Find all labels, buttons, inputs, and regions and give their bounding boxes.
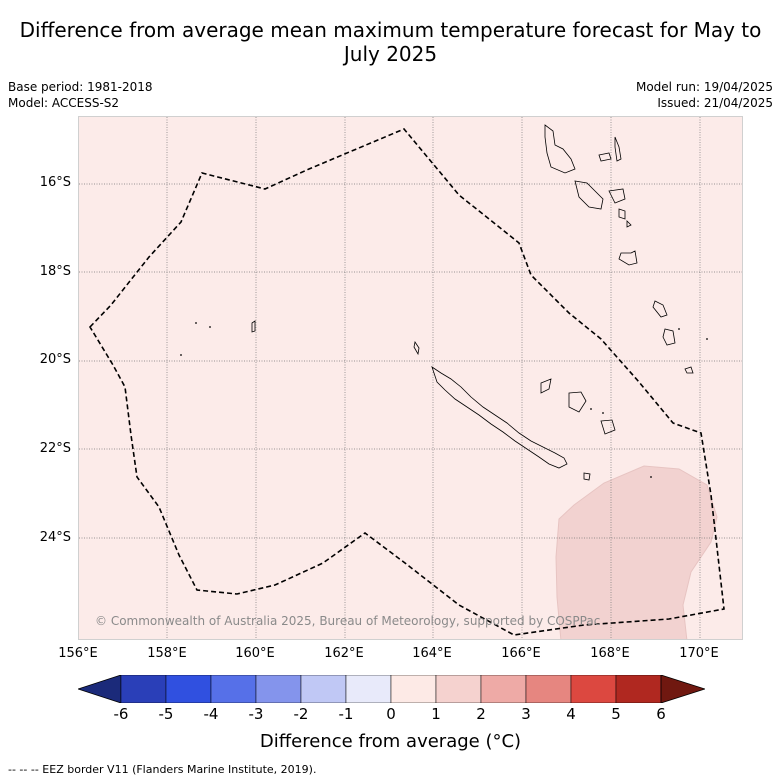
colorbar-tick: 6 — [656, 705, 666, 723]
colorbar-bin — [165, 675, 212, 703]
colorbar-bin — [390, 675, 437, 703]
colorbar — [78, 675, 705, 703]
loyalty-ouvea — [540, 378, 552, 394]
colorbar-tick: 2 — [476, 705, 486, 723]
belep-islands — [413, 340, 420, 356]
loyalty-lifou — [568, 391, 587, 413]
colorbar-bin — [210, 675, 257, 703]
gridlines — [79, 117, 742, 639]
colorbar-tick: -5 — [158, 705, 174, 723]
colorbar-bin — [435, 675, 482, 703]
isle-of-pines — [583, 472, 591, 481]
eez-border — [88, 128, 725, 636]
colorbar-bin — [570, 675, 617, 703]
colorbar-extend-low — [78, 675, 122, 703]
lat-label-16s: 16°S — [39, 175, 71, 190]
colorbar-tick: 5 — [611, 705, 621, 723]
colorbar-tick: -2 — [293, 705, 309, 723]
colorbar-bin — [615, 675, 662, 703]
anomaly-patch — [555, 465, 718, 639]
lon-label-162e: 162°E — [324, 646, 364, 661]
colorbar-tick: -4 — [203, 705, 219, 723]
small-islets — [180, 322, 708, 478]
loyalty-mare — [600, 419, 616, 435]
lon-label-170e: 170°E — [679, 646, 719, 661]
colorbar-tick: 3 — [521, 705, 531, 723]
colorbar-tick: -1 — [338, 705, 354, 723]
lat-label-22s: 22°S — [39, 441, 71, 456]
lat-label-20s: 20°S — [39, 352, 71, 367]
model-name: Model: ACCESS-S2 — [8, 96, 120, 110]
lon-label-164e: 164°E — [412, 646, 452, 661]
lat-label-24s: 24°S — [39, 530, 71, 545]
lon-label-158e: 158°E — [147, 646, 187, 661]
issued-date: Issued: 21/04/2025 — [657, 96, 773, 110]
colorbar-bin — [120, 675, 167, 703]
colorbar-bin — [345, 675, 392, 703]
meta-left: Base period: 1981-2018 Model: ACCESS-S2 — [8, 79, 153, 111]
lon-label-168e: 168°E — [590, 646, 630, 661]
colorbar-bin — [480, 675, 527, 703]
lon-label-166e: 166°E — [501, 646, 541, 661]
new-caledonia-island — [431, 366, 568, 469]
copyright-notice: © Commonwealth of Australia 2025, Bureau… — [95, 614, 601, 628]
colorbar-bin — [255, 675, 302, 703]
lon-label-156e: 156°E — [58, 646, 98, 661]
model-run: Model run: 19/04/2025 — [635, 80, 773, 94]
colorbar-bin — [300, 675, 347, 703]
map-svg — [79, 117, 742, 639]
lon-label-160e: 160°E — [235, 646, 275, 661]
chesterfield-reef — [251, 320, 256, 333]
map-title: Difference from average mean maximum tem… — [19, 18, 762, 66]
colorbar-tick: -3 — [248, 705, 264, 723]
colorbar-extend-high — [660, 675, 705, 703]
lat-label-18s: 18°S — [39, 264, 71, 279]
vanuatu-islands — [544, 124, 694, 374]
colorbar-tick: 1 — [431, 705, 441, 723]
colorbar-tick: -6 — [113, 705, 129, 723]
base-period: Base period: 1981-2018 — [8, 80, 153, 94]
meta-right: Model run: 19/04/2025 Issued: 21/04/2025 — [636, 79, 773, 111]
eez-footnote: -- -- -- EEZ border V11 (Flanders Marine… — [8, 763, 317, 776]
map-panel — [78, 116, 743, 640]
colorbar-tick: 0 — [386, 705, 396, 723]
colorbar-bin — [525, 675, 572, 703]
colorbar-tick: 4 — [566, 705, 576, 723]
colorbar-label: Difference from average (°C) — [259, 731, 522, 752]
